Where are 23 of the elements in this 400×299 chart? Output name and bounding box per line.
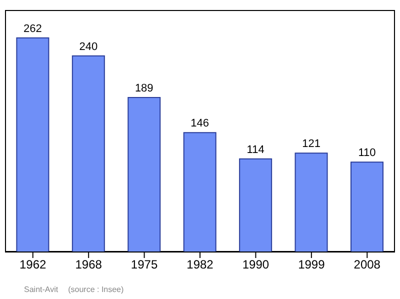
bar — [239, 158, 272, 252]
data-label: 262 — [24, 22, 42, 35]
bar — [16, 37, 50, 252]
bar — [183, 132, 216, 252]
data-label: 240 — [79, 40, 98, 53]
data-label: 114 — [246, 144, 264, 156]
bar — [128, 97, 161, 252]
x-tick-label: 1999 — [298, 258, 326, 272]
text: (source : Insee) — [68, 285, 124, 294]
data-label: 110 — [358, 147, 376, 160]
x-tick-label: 1990 — [242, 258, 270, 272]
x-tick-label: 1975 — [130, 258, 158, 272]
x-tick-label: 1982 — [186, 258, 214, 272]
bar — [72, 55, 105, 252]
bar — [294, 152, 328, 252]
data-label: 121 — [302, 138, 320, 150]
bar — [350, 162, 384, 252]
text: Saint-Avit — [24, 285, 58, 294]
data-label: 189 — [134, 82, 154, 95]
x-tick-label: 1962 — [20, 258, 47, 272]
data-label: 146 — [190, 118, 210, 130]
x-tick-label: 1968 — [75, 258, 102, 272]
x-tick-label: 2008 — [354, 258, 381, 272]
